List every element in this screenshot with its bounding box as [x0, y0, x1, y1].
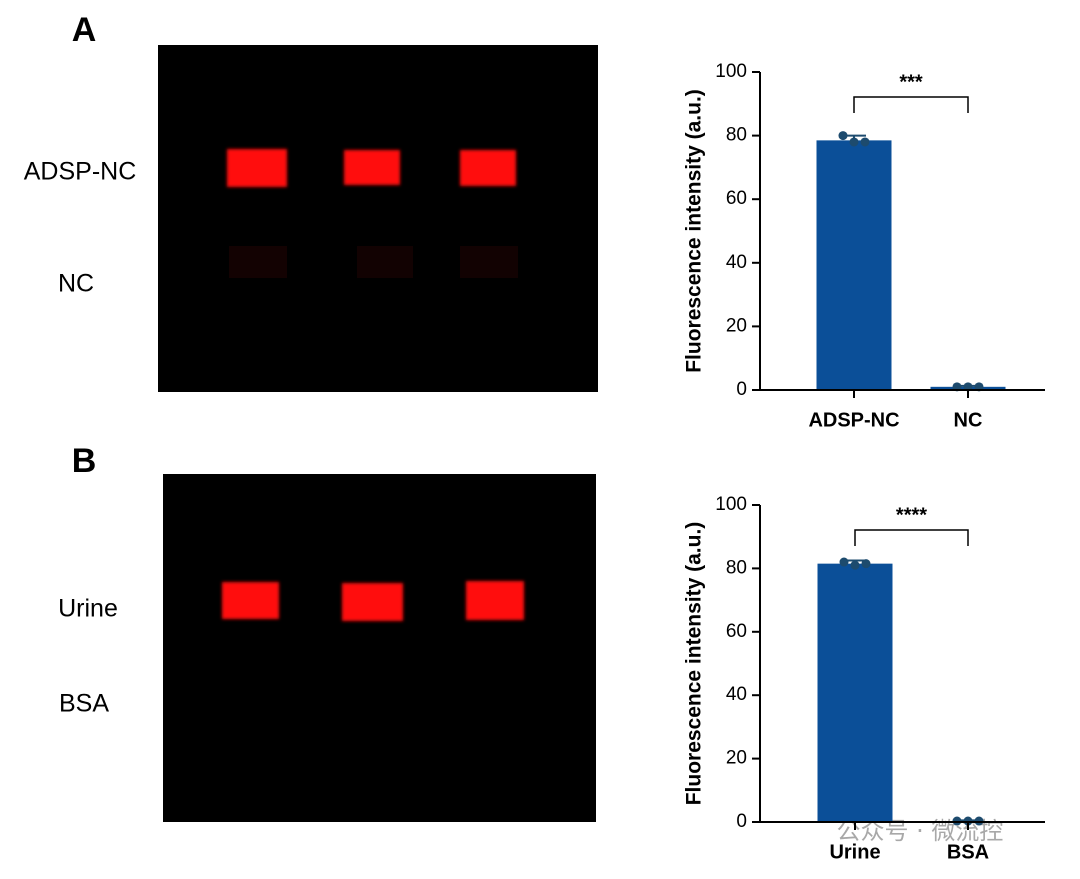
data-point: [839, 557, 849, 567]
panel-label: B: [72, 442, 97, 480]
y-tick-label: 60: [726, 188, 747, 209]
bar: [816, 140, 892, 390]
gel-band: [466, 581, 524, 620]
x-tick-label: Urine: [829, 841, 880, 863]
y-axis-label: Fluorescence intensity (a.u.): [683, 89, 706, 373]
row-label: Urine: [58, 595, 118, 623]
gel-band: [344, 150, 400, 185]
y-tick-label: 40: [726, 684, 747, 705]
significance-bracket: [854, 529, 969, 546]
row-label: ADSP-NC: [24, 158, 137, 186]
significance-label: ***: [899, 71, 923, 93]
bar: [817, 563, 893, 822]
x-tick-label: BSA: [947, 841, 989, 863]
row-label: NC: [58, 270, 94, 298]
data-point: [860, 137, 870, 147]
gel-band-faint: [460, 246, 518, 278]
panel-label: A: [72, 11, 97, 49]
y-tick-label: 20: [726, 315, 747, 336]
gel-image: [158, 45, 598, 392]
significance-label: ****: [896, 504, 927, 526]
data-point: [850, 560, 860, 570]
gel-band: [222, 582, 279, 619]
significance-bracket: [853, 96, 969, 113]
y-tick-label: 20: [726, 748, 747, 769]
gel-band-faint: [229, 246, 287, 278]
gel-band-faint: [357, 246, 413, 278]
y-tick-label: 80: [726, 557, 747, 578]
y-axis-label: Fluorescence intensity (a.u.): [683, 522, 706, 806]
y-tick-label: 100: [715, 494, 747, 515]
y-tick-label: 0: [736, 379, 747, 400]
data-point: [861, 559, 871, 569]
gel-band: [227, 149, 287, 187]
data-point: [849, 137, 859, 147]
gel-band: [460, 150, 516, 186]
x-tick-label: ADSP-NC: [808, 409, 899, 431]
y-tick-label: 0: [736, 811, 747, 832]
x-tick-label: NC: [954, 409, 983, 431]
gel-image: [163, 474, 596, 822]
y-tick-label: 100: [715, 61, 747, 82]
y-tick-label: 80: [726, 125, 747, 146]
gel-band: [342, 583, 403, 621]
data-point: [838, 131, 848, 141]
row-label: BSA: [59, 690, 109, 718]
y-tick-label: 40: [726, 252, 747, 273]
y-tick-label: 60: [726, 621, 747, 642]
